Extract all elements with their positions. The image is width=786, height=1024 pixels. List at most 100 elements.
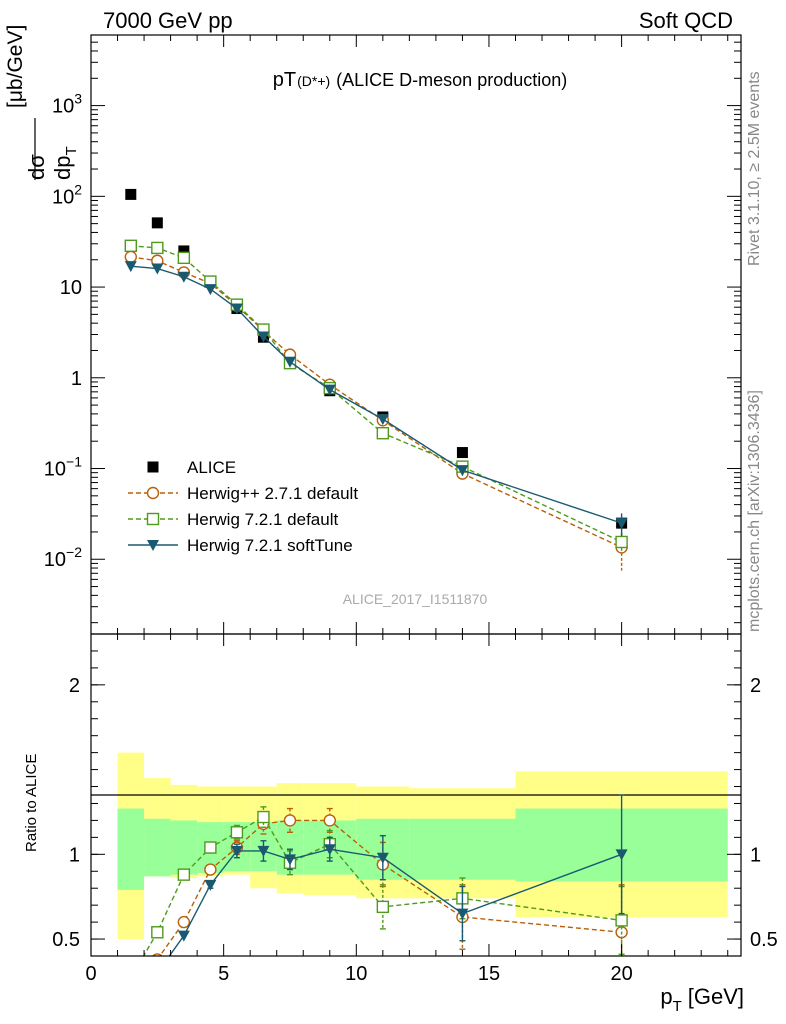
legend-label: ALICE	[187, 458, 236, 477]
y-tick-label: 102	[52, 181, 82, 208]
legend-item-data: ALICE	[147, 458, 236, 477]
data-point	[124, 261, 137, 273]
ratio-point	[125, 992, 137, 1003]
data-point	[230, 303, 243, 315]
ratio-point	[151, 968, 163, 979]
ratio-point	[177, 915, 191, 929]
ratio-y-tick-label: 1	[69, 844, 80, 866]
data-point	[257, 331, 270, 343]
band-green-bin	[144, 818, 171, 877]
legend-label: Herwig 7.2.1 default	[187, 510, 338, 529]
data-point	[125, 188, 137, 200]
x-axis-label: pT [GeV]	[660, 984, 744, 1015]
series-softtune	[124, 261, 628, 537]
legend: ALICE Herwig++ 2.7.1 default Herwig 7.2.1 …	[128, 458, 358, 555]
ratio-point	[177, 930, 190, 942]
data-point	[615, 518, 628, 530]
series-line-herwigpp	[130, 256, 622, 549]
title-rest: (ALICE D-meson production)	[336, 70, 567, 90]
ratio-series-softtune	[125, 794, 628, 1003]
series-data	[125, 188, 628, 529]
ratio-y-tick-label: 2	[69, 675, 80, 697]
ratio-point	[230, 826, 244, 839]
main-y-axis-label: dσ dpT [μb/GeV]	[4, 25, 80, 180]
ratio-point	[323, 844, 336, 856]
data-point	[283, 356, 296, 368]
x-tick-label: 10	[345, 963, 367, 985]
data-point	[323, 384, 336, 396]
ratio-point	[615, 849, 628, 861]
ratio-point	[125, 984, 136, 995]
data-point	[124, 250, 137, 264]
data-point	[376, 414, 389, 426]
ratio-series-layer	[125, 794, 628, 1003]
data-point	[204, 284, 217, 296]
y-label-denominator: dpT	[50, 146, 80, 180]
title-main: pT	[273, 69, 296, 91]
y-label-numerator: dσ	[24, 154, 49, 180]
y-label-den: dp	[50, 156, 75, 180]
ratio-point	[177, 868, 191, 881]
y-tick-label: 103	[52, 91, 82, 118]
series-herwig721	[124, 239, 628, 554]
mcplots-label: mcplots.cern.ch [arXiv:1306.3436]	[746, 390, 763, 632]
data-point	[456, 447, 468, 459]
data-point	[178, 245, 190, 257]
main-series-layer	[124, 188, 628, 571]
data-point	[615, 535, 628, 549]
ratio-y-label: Ratio to ALICE	[23, 754, 40, 852]
x-label-unit: [GeV]	[688, 984, 744, 1009]
axes-layer: 0 5 10 15 20 10−2 10−1 1 10 102 103 0.5 0.5 1 1 2 2	[44, 34, 778, 985]
y-tick-label: 10	[60, 277, 82, 299]
ratio-frame	[90, 633, 742, 957]
x-tick-label: 5	[218, 963, 229, 985]
ratio-y-tick-label-right: 2	[750, 675, 761, 697]
data-point	[376, 427, 390, 440]
band-green-bin	[170, 820, 198, 875]
x-tick-label: 20	[610, 963, 632, 985]
x-label-sub: T	[673, 998, 682, 1015]
data-point	[456, 465, 469, 477]
y-tick-label: 10−2	[44, 544, 82, 571]
ratio-point	[257, 845, 270, 857]
legend-marker	[147, 540, 159, 551]
ratio-point	[283, 854, 296, 866]
legend-item-herwig721: Herwig 7.2.1 default	[128, 510, 338, 529]
data-point	[177, 251, 191, 265]
x-tick-label: 0	[85, 963, 96, 985]
rivet-label: Rivet 3.1.10, ≥ 2.5M events	[746, 71, 763, 266]
title-sub: (D*+)	[297, 73, 330, 89]
ratio-y-tick-label-right: 0.5	[750, 929, 778, 951]
ratio-point	[376, 852, 389, 864]
ratio-point	[283, 814, 297, 827]
data-point	[151, 217, 163, 229]
legend-label: Herwig 7.2.1 softTune	[187, 536, 353, 555]
ratio-point	[230, 845, 243, 857]
data-point	[151, 241, 164, 255]
ratio-point	[204, 863, 217, 876]
ratio-point	[615, 914, 628, 927]
y-label-unit: [μb/GeV]	[4, 25, 27, 108]
ratio-point	[323, 814, 336, 827]
x-label-main: p	[660, 984, 672, 1009]
data-point	[124, 239, 137, 252]
y-label-den-sub: T	[63, 146, 80, 155]
header-right: Soft QCD	[639, 8, 733, 33]
data-point	[177, 271, 190, 283]
y-tick-label: 1	[71, 368, 82, 390]
ratio-point	[125, 973, 136, 984]
ratio-y-tick-label-right: 1	[750, 844, 761, 866]
legend-marker	[147, 461, 159, 473]
legend-marker	[146, 512, 160, 526]
ratio-point	[376, 900, 390, 914]
header-left: 7000 GeV pp	[103, 8, 233, 33]
band-green-bin	[117, 808, 145, 890]
ratio-y-tick-label: 0.5	[52, 929, 80, 951]
ratio-point	[257, 810, 270, 824]
ratio-point	[204, 841, 217, 854]
analysis-label: ALICE_2017_I1511870	[343, 591, 488, 607]
data-point	[151, 263, 164, 275]
ratio-point	[151, 926, 164, 939]
ratio-point	[204, 879, 217, 891]
